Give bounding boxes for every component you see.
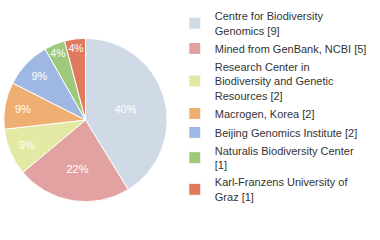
svg-text:4%: 4% (51, 48, 66, 59)
svg-text:9%: 9% (19, 139, 35, 151)
svg-text:Centre for BiodiversityGenomic: Centre for BiodiversityGenomics [9] (215, 10, 324, 36)
svg-text:22%: 22% (66, 163, 88, 175)
svg-text:9%: 9% (31, 70, 47, 82)
svg-text:Karl-Franzens University ofGra: Karl-Franzens University ofGraz [1] (215, 176, 349, 202)
svg-text:Beijing Genomics Institute [2]: Beijing Genomics Institute [2] (215, 127, 357, 139)
svg-text:4%: 4% (69, 43, 84, 54)
svg-text:Macrogen, Korea [2]: Macrogen, Korea [2] (215, 108, 315, 120)
svg-text:Naturalis Biodiversity Center[: Naturalis Biodiversity Center[1] (215, 145, 354, 171)
svg-text:9%: 9% (15, 103, 31, 115)
svg-text:Mined from GenBank, NCBI [5]: Mined from GenBank, NCBI [5] (215, 43, 367, 55)
svg-text:40%: 40% (114, 103, 136, 115)
svg-text:Research Center inBiodiversity: Research Center inBiodiversity and Genet… (215, 61, 334, 102)
